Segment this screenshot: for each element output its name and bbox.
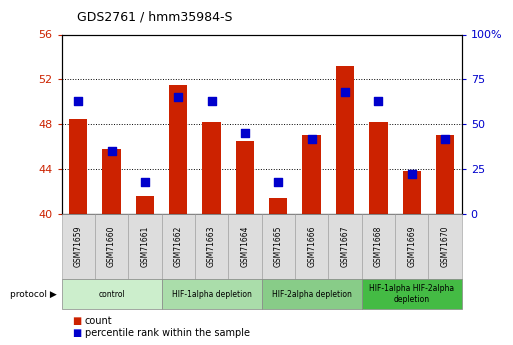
- Text: GSM71670: GSM71670: [441, 226, 449, 267]
- Point: [174, 95, 182, 100]
- Bar: [203, 122, 221, 214]
- Point: [274, 179, 282, 184]
- Bar: [369, 122, 387, 214]
- Point: [374, 98, 382, 104]
- Bar: [403, 171, 421, 214]
- Text: GSM71663: GSM71663: [207, 226, 216, 267]
- Text: GSM71664: GSM71664: [241, 226, 249, 267]
- Point: [307, 136, 315, 141]
- Text: percentile rank within the sample: percentile rank within the sample: [85, 328, 250, 338]
- Text: GSM71668: GSM71668: [374, 226, 383, 267]
- Text: GSM71660: GSM71660: [107, 226, 116, 267]
- Point: [74, 98, 82, 104]
- Text: HIF-2alpha depletion: HIF-2alpha depletion: [272, 289, 351, 299]
- Bar: [136, 196, 154, 214]
- Text: GSM71666: GSM71666: [307, 226, 316, 267]
- Bar: [236, 141, 254, 214]
- Text: control: control: [98, 289, 125, 299]
- Point: [141, 179, 149, 184]
- Text: GSM71661: GSM71661: [141, 226, 149, 267]
- Text: GSM71667: GSM71667: [341, 226, 349, 267]
- Bar: [436, 135, 454, 214]
- Bar: [336, 66, 354, 214]
- Text: ■: ■: [72, 328, 81, 338]
- Text: count: count: [85, 316, 112, 326]
- Bar: [69, 119, 87, 214]
- Text: GSM71662: GSM71662: [174, 226, 183, 267]
- Text: GSM71669: GSM71669: [407, 226, 416, 267]
- Bar: [303, 135, 321, 214]
- Text: ■: ■: [72, 316, 81, 326]
- Point: [207, 98, 215, 104]
- Text: HIF-1alpha HIF-2alpha
depletion: HIF-1alpha HIF-2alpha depletion: [369, 284, 454, 304]
- Point: [107, 148, 115, 154]
- Point: [241, 130, 249, 136]
- Point: [407, 172, 416, 177]
- Text: HIF-1alpha depletion: HIF-1alpha depletion: [172, 289, 251, 299]
- Point: [441, 136, 449, 141]
- Bar: [269, 198, 287, 214]
- Bar: [103, 149, 121, 214]
- Text: protocol ▶: protocol ▶: [10, 289, 56, 299]
- Text: GSM71665: GSM71665: [274, 226, 283, 267]
- Text: GSM71659: GSM71659: [74, 226, 83, 267]
- Point: [341, 89, 349, 95]
- Bar: [169, 85, 187, 214]
- Text: GDS2761 / hmm35984-S: GDS2761 / hmm35984-S: [77, 10, 232, 23]
